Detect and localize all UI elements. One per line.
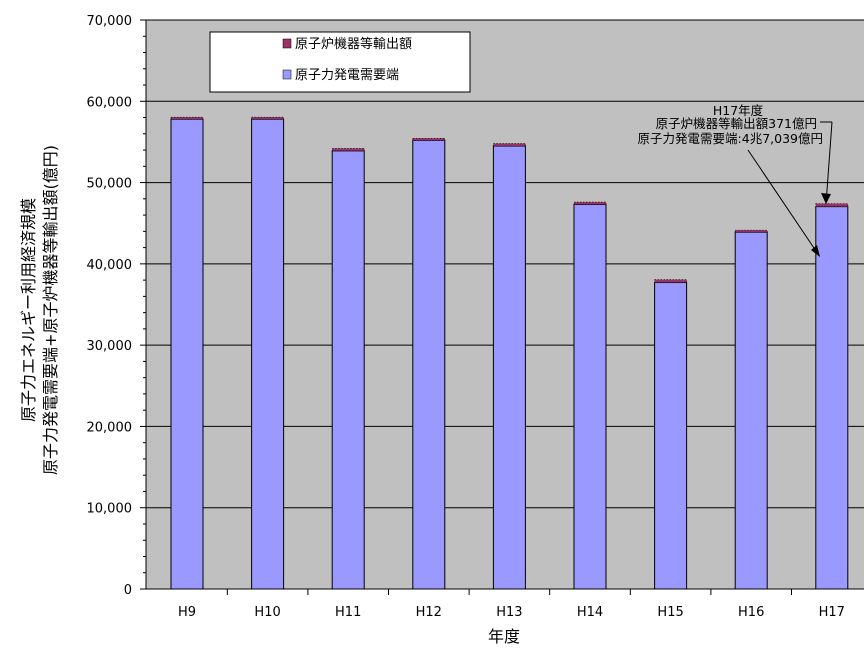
- x-tick-label-H12: H12: [416, 605, 442, 620]
- bar-generation-H16: [734, 231, 768, 590]
- x-tick-label-H11: H11: [335, 605, 361, 620]
- x-tick-label-H17: H17: [819, 605, 845, 620]
- x-tick-label-H14: H14: [577, 605, 603, 620]
- legend-swatch-export: [282, 38, 292, 49]
- bar-generation-H12: [412, 139, 446, 590]
- legend-label-export: 原子炉機器等輸出額: [295, 36, 412, 52]
- legend-swatch-generation: [282, 69, 292, 80]
- bar-export-H15: [654, 279, 687, 283]
- bar-export-H9: [170, 116, 204, 120]
- bar-generation-H13: [492, 145, 526, 590]
- annotation-leader-2: [825, 121, 833, 205]
- annotation-line-2: 原子炉機器等輸出額371億円: [656, 116, 817, 131]
- x-tick-label-H16: H16: [738, 605, 764, 620]
- y-tick-label: 0: [124, 583, 132, 598]
- legend: 原子炉機器等輸出額 原子力発電需要端: [209, 31, 471, 93]
- y-tick-label: 40,000: [87, 258, 133, 273]
- annotation-line-1: H17年度: [713, 103, 764, 118]
- x-tick-label-H13: H13: [496, 605, 522, 620]
- annotation: H17年度 原子炉機器等輸出額371億円 原子力発電需要端:4兆7,039億円: [638, 103, 833, 257]
- legend-box: [209, 31, 471, 93]
- bar-generation-H10: [251, 118, 285, 590]
- bar-export-H14: [573, 201, 607, 205]
- y-tick-label: 10,000: [87, 502, 133, 517]
- x-axis: H9 H10 H11 H12 H13 H14 H15 H16 H17: [146, 588, 864, 620]
- y-axis-title: 原子力エネルギー利用経済規模 原子力発電需要端+原子炉機器等輸出額(億円): [19, 145, 60, 475]
- bar-generation-H15: [654, 282, 688, 590]
- bar-export-H16: [734, 229, 768, 233]
- x-tick-label-H9: H9: [178, 605, 196, 620]
- y-tick-label: 50,000: [87, 177, 133, 192]
- bar-export-H12: [412, 138, 446, 141]
- bar-export-H17: [815, 203, 849, 207]
- x-tick-label-H15: H15: [657, 605, 683, 620]
- y-axis-title-line-1: 原子力エネルギー利用経済規模: [19, 198, 38, 422]
- bar-generation-H9: [170, 118, 204, 590]
- y-tick-label: 20,000: [87, 420, 133, 435]
- y-tick-label: 70,000: [87, 14, 133, 29]
- bar-export-H10: [251, 116, 284, 120]
- bar-generation-H11: [331, 150, 365, 590]
- annotation-leader-3: [747, 149, 819, 255]
- y-tick-label: 30,000: [87, 339, 133, 354]
- x-axis-title: 年度: [488, 627, 520, 646]
- y-tick-label: 60,000: [87, 95, 133, 110]
- annotation-line-3: 原子力発電需要端:4兆7,039億円: [638, 131, 823, 146]
- annotation-arrowhead-2: [811, 245, 820, 257]
- y-axis-title-line-2: 原子力発電需要端+原子炉機器等輸出額(億円): [41, 145, 60, 475]
- x-tick-label-H10: H10: [254, 605, 280, 620]
- legend-label-generation: 原子力発電需要端: [295, 68, 399, 83]
- bars: [170, 116, 849, 590]
- annotation-arrowhead-1: [821, 193, 831, 204]
- bar-generation-H14: [573, 204, 607, 590]
- y-axis: 0 10,000 20,000 30,000 40,000 50,000 60,000 70,…: [87, 14, 147, 598]
- bar-generation-H17: [815, 206, 849, 590]
- bar-export-H11: [331, 148, 365, 152]
- bar-export-H13: [493, 143, 526, 147]
